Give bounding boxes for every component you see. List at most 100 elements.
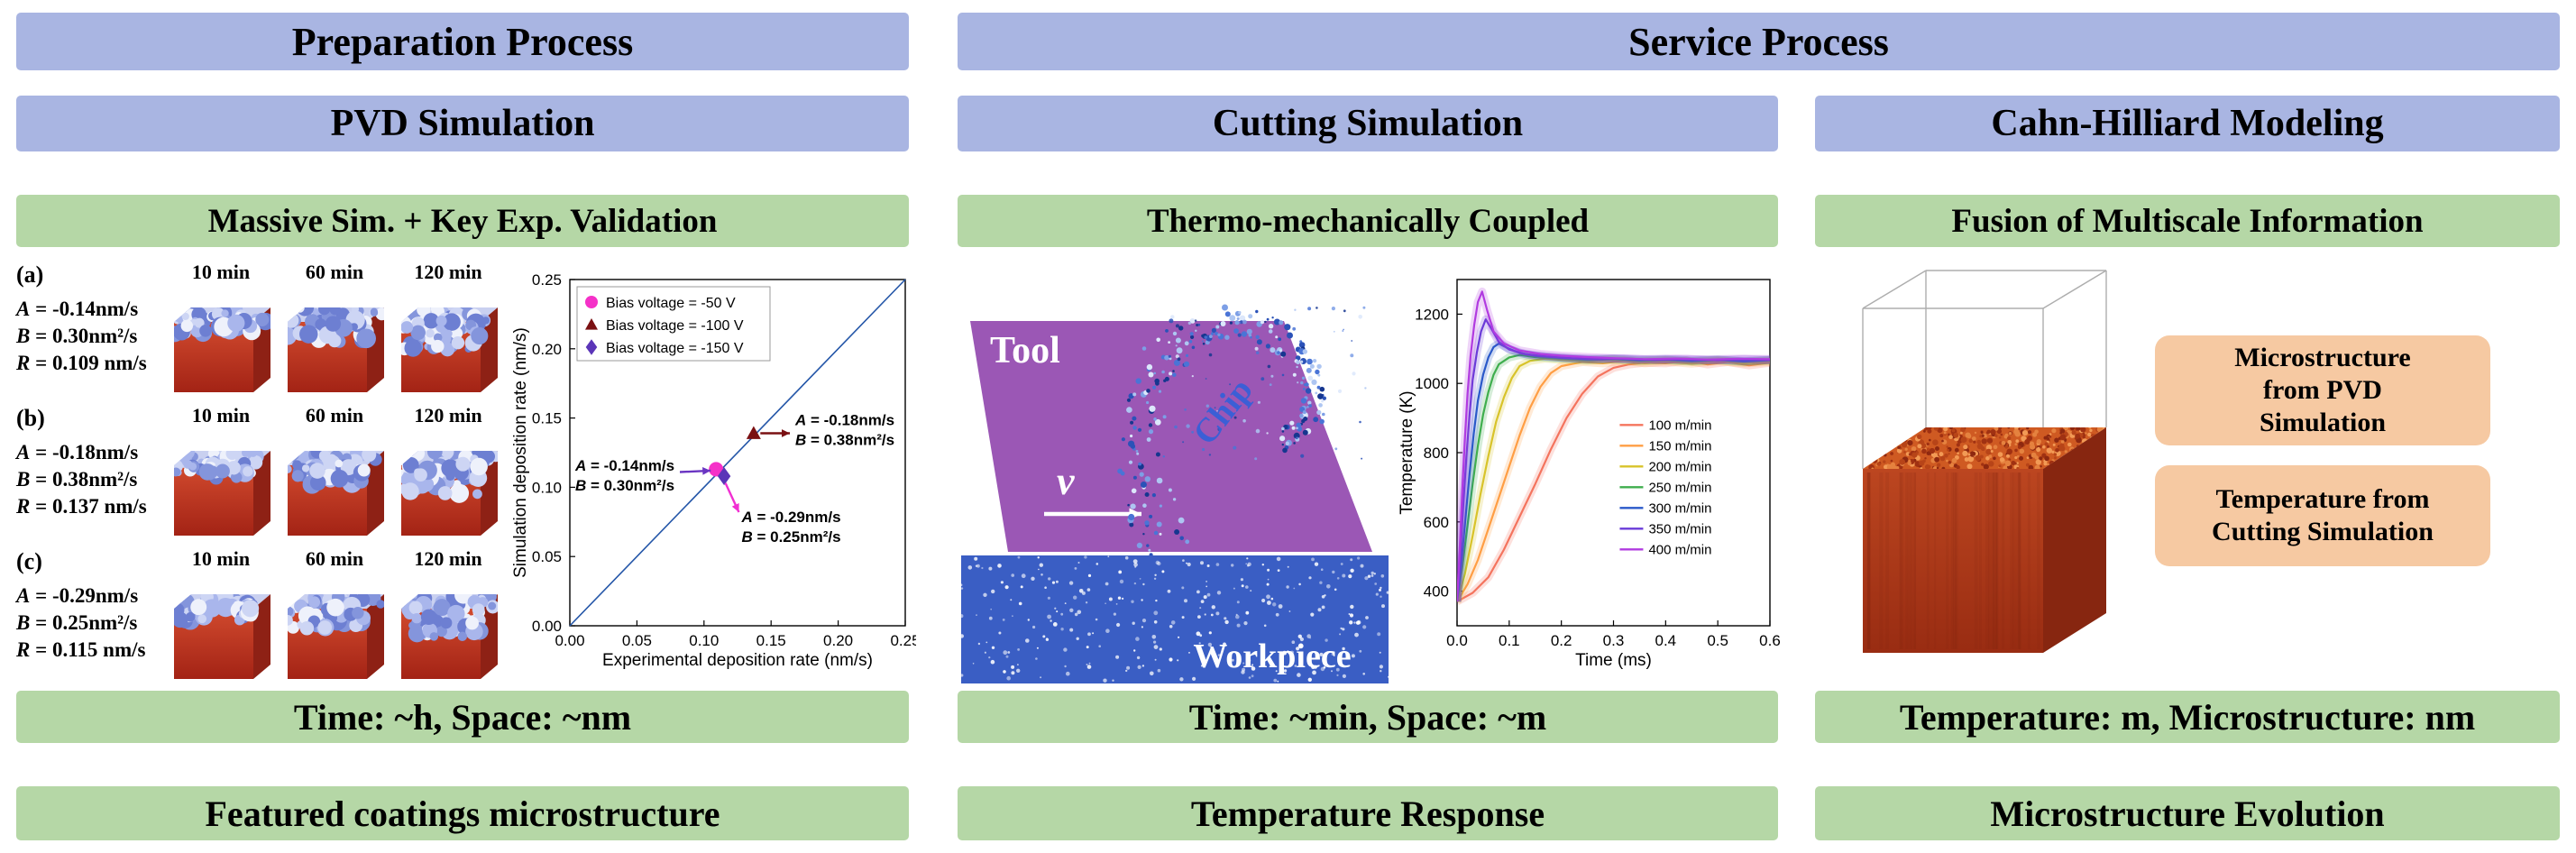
panel-label: (b) [16,405,45,431]
banner-cahn-hilliard-modeling: Cahn-Hilliard Modeling [1815,96,2560,151]
pvd-panel-row: (c) A = -0.29nm/s B = 0.25nm²/s R = 0.115 n… [16,546,510,690]
svg-text:400 m/min: 400 m/min [1648,542,1711,557]
svg-text:A = -0.29nm/s: A = -0.29nm/s [740,509,840,526]
pvd-panel-row: (b) A = -0.18nm/s B = 0.38nm²/s R = 0.137 n… [16,403,510,546]
pvd-snapshot: 120 min [391,546,505,690]
pvd-snapshot-cube [401,307,498,392]
snapshot-time-label: 10 min [191,404,251,426]
svg-text:0.2: 0.2 [1551,632,1572,649]
panel-param: R = 0.109 nm/s [16,351,147,374]
svg-text:B = 0.25nm²/s: B = 0.25nm²/s [741,528,840,546]
svg-text:0.15: 0.15 [756,632,786,649]
panel-param: A = -0.14nm/s [16,298,139,320]
banner-service-process: Service Process [958,13,2560,70]
svg-text:Bias voltage = -150 V: Bias voltage = -150 V [606,341,744,356]
panel-label: (a) [16,261,44,288]
pvd-snapshot: 60 min [278,260,391,403]
snapshot-time-label: 60 min [305,404,364,426]
svg-text:200 m/min: 200 m/min [1648,459,1711,474]
info-box-line: Microstructure [2234,343,2411,372]
svg-text:0.1: 0.1 [1499,632,1520,649]
pvd-snapshot-image [391,427,505,539]
banner-pvd-scale: Time: ~h, Space: ~nm [16,691,909,743]
info-box-line: Temperature from [2215,484,2430,514]
panel-params: A = -0.29nm/s B = 0.25nm²/s R = 0.115 nm/s [16,582,164,664]
pvd-snapshot: 120 min [391,403,505,546]
banner-cutting-simulation: Cutting Simulation [958,96,1778,151]
pvd-simulation-panels: (a) A = -0.14nm/s B = 0.30nm²/s R = 0.109 n… [16,260,510,691]
temperature-chart-svg: 0.0 0.1 0.2 0.3 0.4 0.5 0.6 400 600 800 1000 1200 Ti… [1398,279,1781,670]
svg-text:1000: 1000 [1415,375,1449,392]
pvd-snapshot: 10 min [164,546,278,690]
svg-text:0.10: 0.10 [689,632,719,649]
svg-text:Temperature (K): Temperature (K) [1398,390,1416,514]
svg-text:0.05: 0.05 [622,632,652,649]
snapshot-time-label: 120 min [414,404,482,426]
svg-text:A = -0.18nm/s: A = -0.18nm/s [794,411,894,428]
svg-text:0.3: 0.3 [1603,632,1625,649]
panel-param: B = 0.25nm²/s [16,610,138,634]
svg-text:0.20: 0.20 [823,632,853,649]
svg-text:Experimental deposition rate (: Experimental deposition rate (nm/s) [602,651,873,670]
info-box-temperature-from-cutting: Temperature from Cutting Simulation [2155,465,2490,566]
svg-text:0.5: 0.5 [1707,632,1728,649]
temperature-response-chart: 0.0 0.1 0.2 0.3 0.4 0.5 0.6 400 600 800 1000 1200 Ti… [1396,267,1781,684]
svg-text:0.00: 0.00 [532,618,562,635]
banner-pvd-simulation: PVD Simulation [16,96,909,151]
panel-param: A = -0.29nm/s [16,584,139,607]
panel-param: B = 0.38nm²/s [16,467,138,491]
svg-text:300 m/min: 300 m/min [1648,500,1711,516]
svg-text:A = -0.14nm/s: A = -0.14nm/s [574,457,674,474]
svg-text:0.25: 0.25 [532,271,562,289]
svg-text:0.00: 0.00 [555,632,584,649]
svg-text:0.05: 0.05 [532,548,562,565]
snapshot-time-label: 60 min [305,547,364,570]
pvd-snapshot-image [164,284,278,396]
banner-cahn-scale: Temperature: m, Microstructure: nm [1815,691,2560,743]
svg-text:Tool: Tool [990,330,1060,371]
info-box-line: from PVD [2263,375,2382,405]
banner-cahn-footer: Microstructure Evolution [1815,786,2560,840]
panel-param: B = 0.30nm²/s [16,324,138,347]
pvd-snapshot: 60 min [278,403,391,546]
svg-text:0.6: 0.6 [1759,632,1781,649]
svg-text:Time (ms): Time (ms) [1575,651,1652,670]
snapshot-time-label: 120 min [414,261,482,283]
banner-cutting-subtitle: Thermo-mechanically Coupled [958,195,1778,247]
snapshot-time-label: 10 min [191,261,251,283]
panel-side: (a) A = -0.14nm/s B = 0.30nm²/s R = 0.109 n… [16,260,164,403]
svg-text:B = 0.38nm²/s: B = 0.38nm²/s [795,431,894,448]
pvd-snapshot-cube [174,594,270,679]
cahn-hilliard-cube-image [1827,263,2142,690]
pvd-snapshot: 10 min [164,403,278,546]
cutting-simulation-image: Tool v Chip Workpiece [959,267,1389,688]
pvd-panel-row: (a) A = -0.14nm/s B = 0.30nm²/s R = 0.109 n… [16,260,510,403]
svg-text:0.25: 0.25 [890,632,916,649]
banner-cutting-footer: Temperature Response [958,786,1778,840]
panel-side: (b) A = -0.18nm/s B = 0.38nm²/s R = 0.137 n… [16,403,164,546]
banner-cutting-scale: Time: ~min, Space: ~m [958,691,1778,743]
pvd-snapshot-cube [401,451,498,536]
svg-text:v: v [1057,459,1075,503]
panel-param: A = -0.18nm/s [16,441,139,463]
svg-text:Simulation deposition rate (nm: Simulation deposition rate (nm/s) [511,327,530,578]
svg-text:600: 600 [1424,514,1449,531]
snapshot-time-label: 120 min [414,547,482,570]
panel-label: (c) [16,548,42,574]
pvd-snapshot-image [278,284,391,396]
panel-params: A = -0.14nm/s B = 0.30nm²/s R = 0.109 nm/s [16,296,164,377]
panel-params: A = -0.18nm/s B = 0.38nm²/s R = 0.137 nm/s [16,439,164,520]
deposition-rate-validation-chart: 0.00 0.05 0.10 0.15 0.20 0.25 0.00 0.05 0.10 0.15… [510,267,921,684]
svg-text:B = 0.30nm²/s: B = 0.30nm²/s [575,477,674,494]
pvd-snapshot-image [391,571,505,683]
svg-text:800: 800 [1424,445,1449,462]
svg-text:0.0: 0.0 [1446,632,1468,649]
snapshot-time-label: 60 min [305,261,364,283]
banner-cahn-subtitle: Fusion of Multiscale Information [1815,195,2560,247]
pvd-snapshot-cube [174,451,270,536]
svg-text:Workpiece: Workpiece [1193,637,1351,675]
pvd-snapshot-cube [174,307,270,392]
pvd-snapshot: 120 min [391,260,505,403]
